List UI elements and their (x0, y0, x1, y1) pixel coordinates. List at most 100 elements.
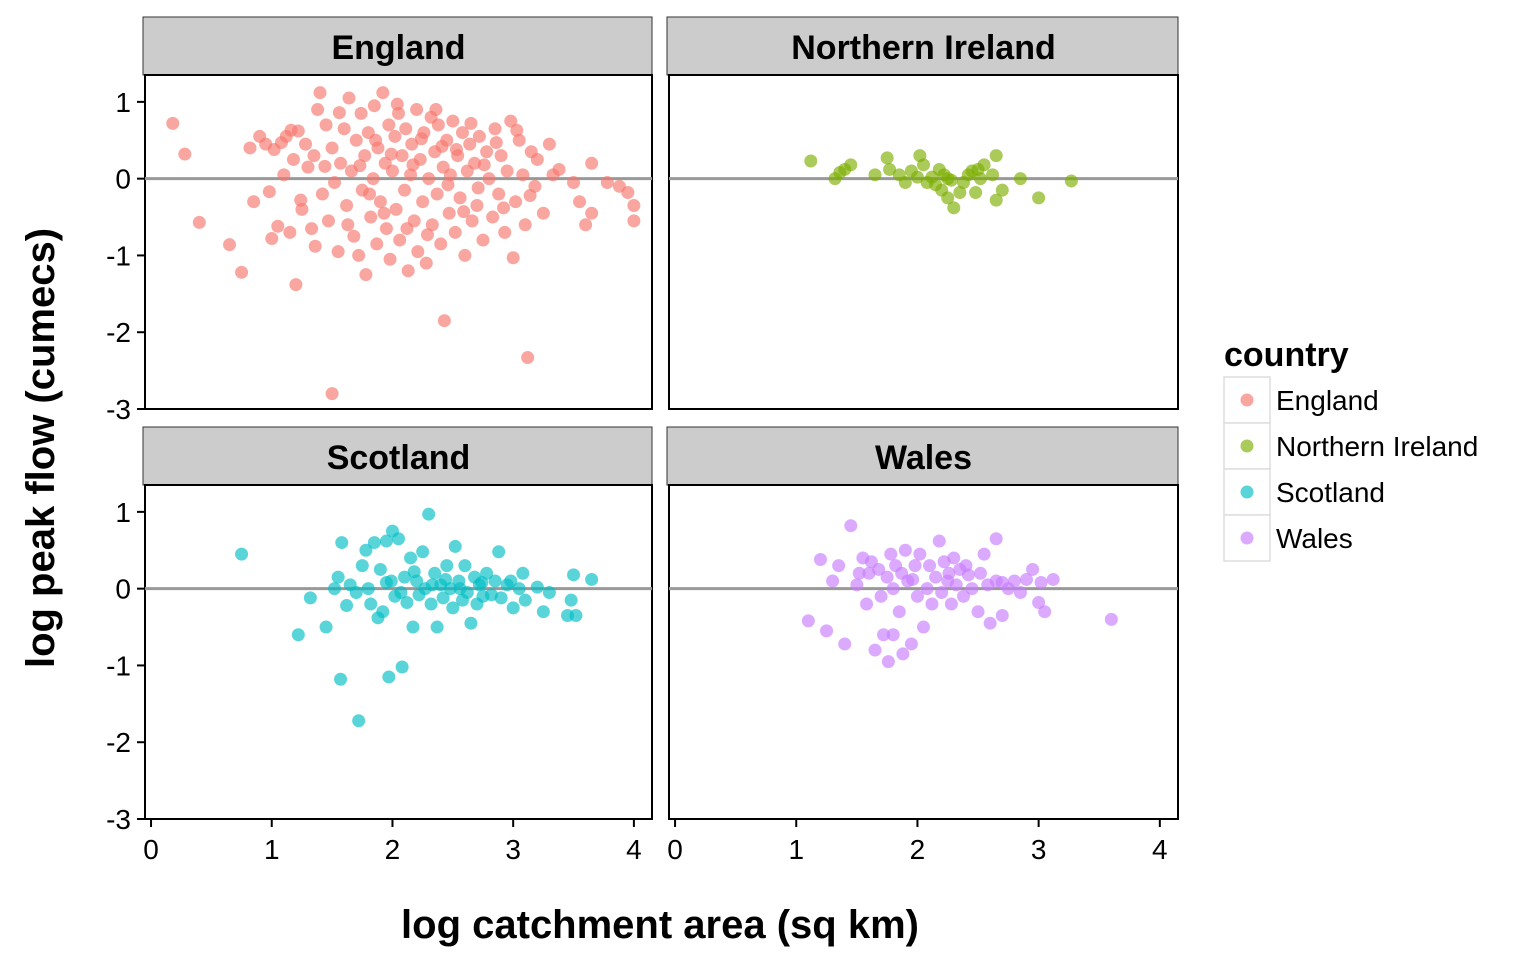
legend-label-england: England (1276, 385, 1379, 416)
data-point-england (166, 116, 180, 130)
data-point-england (277, 168, 291, 182)
data-point-england (274, 136, 288, 150)
data-point-scotland (440, 559, 454, 573)
data-point-england (328, 175, 342, 189)
x-tick-label: 0 (667, 834, 683, 865)
facet-strip-wales (666, 426, 1179, 486)
data-point-england (369, 133, 383, 147)
data-point-scotland (475, 576, 489, 590)
data-point-england (367, 99, 381, 113)
y-tick-label: -2 (106, 727, 131, 758)
data-point-england (395, 149, 409, 163)
data-point-england (521, 351, 535, 365)
data-point-wales (977, 547, 991, 561)
data-point-england (422, 172, 436, 186)
data-point-england (376, 86, 390, 100)
data-point-england (448, 225, 462, 239)
data-point-england (465, 214, 479, 228)
data-point-scotland (453, 582, 467, 596)
data-point-wales (898, 543, 912, 557)
data-point-england (627, 214, 641, 228)
data-point-england (352, 248, 366, 262)
data-point-england (334, 156, 348, 170)
data-point-scotland (359, 543, 373, 557)
y-tick-label: -3 (106, 804, 131, 835)
data-point-wales (896, 647, 910, 661)
x-tick-label: 2 (910, 834, 926, 865)
data-point-england (401, 264, 415, 278)
data-point-scotland (488, 574, 502, 588)
data-point-scotland (407, 565, 421, 579)
data-point-wales (801, 614, 815, 628)
data-point-england (247, 195, 261, 209)
data-point-england (359, 268, 373, 282)
data-point-scotland (334, 672, 348, 686)
data-point-northern-ireland (844, 158, 858, 172)
data-point-wales (973, 566, 987, 580)
data-point-england (390, 97, 404, 111)
y-tick-label: 1 (115, 87, 131, 118)
data-point-england (363, 187, 377, 201)
x-tick-label: 3 (505, 834, 521, 865)
data-point-england (497, 201, 511, 215)
data-point-england (492, 187, 506, 201)
data-point-england (585, 156, 599, 170)
data-point-scotland (404, 551, 418, 565)
x-tick-label: 4 (626, 834, 642, 865)
data-point-wales (929, 570, 943, 584)
data-point-northern-ireland (969, 185, 983, 199)
data-point-wales (961, 568, 975, 582)
data-point-wales (971, 605, 985, 619)
data-point-scotland (335, 536, 349, 550)
data-point-england (315, 187, 329, 201)
data-point-england (573, 195, 587, 209)
data-point-england (342, 91, 356, 105)
data-point-wales (947, 551, 961, 565)
data-point-england (311, 103, 325, 117)
data-point-scotland (464, 616, 478, 630)
data-point-wales (881, 655, 895, 669)
data-point-scotland (395, 660, 409, 674)
data-point-scotland (331, 570, 345, 584)
data-point-scotland (585, 572, 599, 586)
data-point-northern-ireland (989, 149, 1003, 163)
data-point-scotland (235, 547, 249, 561)
data-point-england (419, 256, 433, 270)
facet-title-northern-ireland: Northern Ireland (791, 29, 1055, 67)
legend-title: country (1224, 336, 1349, 374)
data-point-england (399, 122, 413, 136)
data-point-scotland (504, 574, 518, 588)
data-point-northern-ireland (1032, 191, 1046, 205)
data-point-england (178, 147, 192, 161)
data-point-england (192, 215, 206, 229)
data-point-england (477, 158, 491, 172)
data-point-wales (935, 585, 949, 599)
data-point-england (286, 152, 300, 166)
data-point-england (370, 237, 384, 251)
data-point-scotland (364, 597, 378, 611)
data-point-england (509, 195, 523, 209)
data-point-scotland (436, 591, 450, 605)
data-point-england (411, 245, 425, 259)
data-point-england (332, 106, 346, 120)
data-point-england (382, 118, 396, 132)
data-point-england (464, 116, 478, 130)
data-point-england (480, 145, 494, 159)
data-point-england (429, 103, 443, 117)
data-point-scotland (398, 570, 412, 584)
data-point-england (235, 265, 249, 279)
data-point-england (389, 202, 403, 216)
data-point-wales (892, 605, 906, 619)
data-point-scotland (506, 601, 520, 615)
data-point-scotland (567, 568, 581, 582)
data-point-wales (850, 578, 864, 592)
data-point-england (458, 248, 472, 262)
data-point-scotland (569, 609, 583, 623)
data-point-scotland (406, 620, 420, 634)
x-axis-title: log catchment area (sq km) (401, 903, 919, 947)
y-tick-label: -1 (106, 650, 131, 681)
data-point-wales (1038, 605, 1052, 619)
data-point-england (321, 214, 335, 228)
data-point-england (510, 123, 524, 137)
